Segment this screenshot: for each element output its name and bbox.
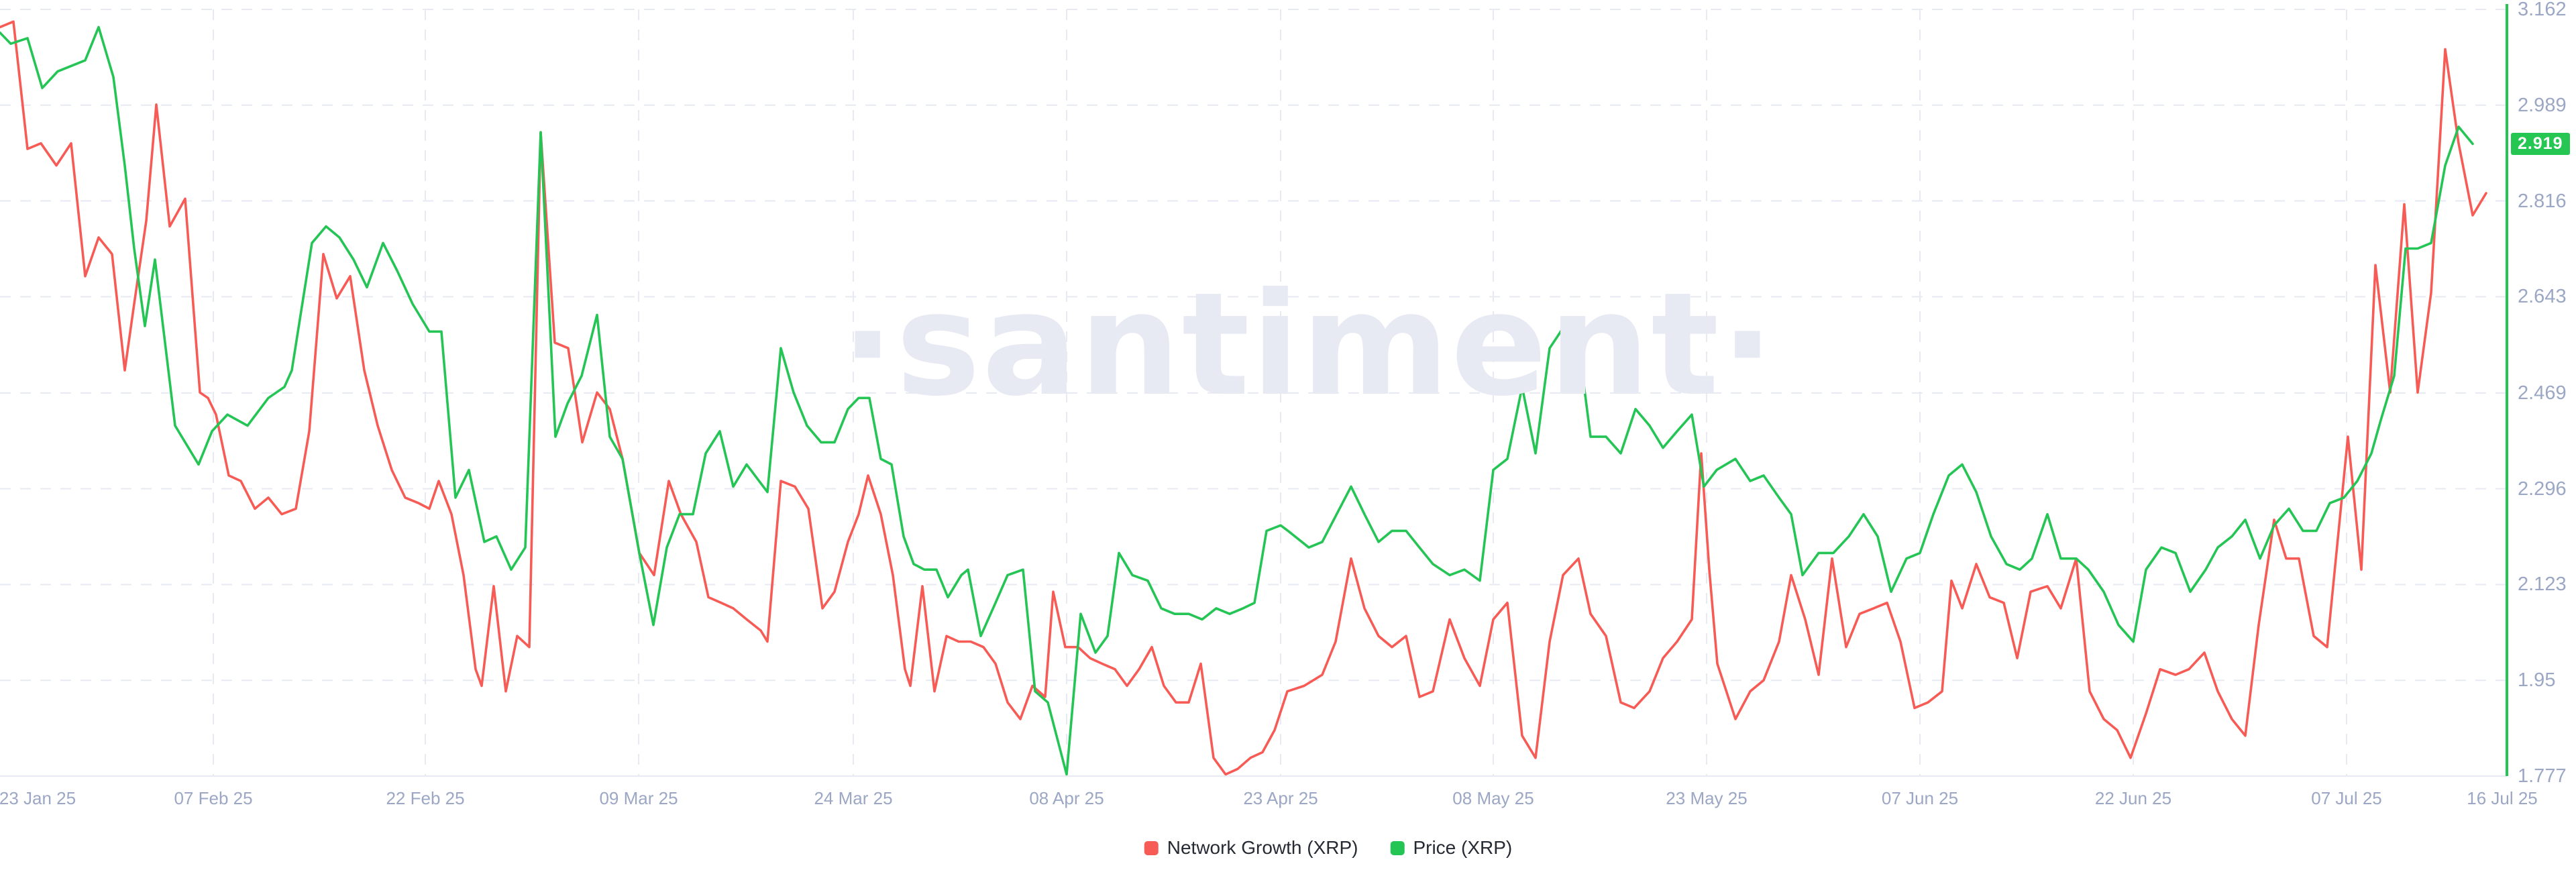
legend-item-price[interactable]: Price (XRP) <box>1390 837 1512 859</box>
y-axis-label: 2.469 <box>2518 382 2567 404</box>
x-axis-label: 24 Mar 25 <box>814 788 893 808</box>
x-axis-label: 07 Jul 25 <box>2311 788 2382 808</box>
price-swatch-icon <box>1390 840 1405 855</box>
y-axis-label: 2.989 <box>2518 94 2567 116</box>
legend-label-price: Price (XRP) <box>1413 837 1513 858</box>
x-axis-label: 08 Apr 25 <box>1029 788 1104 808</box>
legend-item-network-growth[interactable]: Network Growth (XRP) <box>1144 837 1358 859</box>
x-axis-label: 07 Feb 25 <box>174 788 253 808</box>
y-axis-label: 1.95 <box>2518 669 2556 692</box>
last-price-badge: 2.919 <box>2511 132 2570 155</box>
y-axis-label: 2.816 <box>2518 190 2567 212</box>
x-axis-label: 08 May 25 <box>1452 788 1534 808</box>
x-axis-label: 09 Mar 25 <box>599 788 678 808</box>
x-axis-label: 22 Jun 25 <box>2094 788 2172 808</box>
legend: Network Growth (XRP) Price (XRP) <box>1144 837 1512 859</box>
x-axis-label: 23 Apr 25 <box>1243 788 1318 808</box>
x-axis-label: 16 Jul 25 <box>2467 788 2538 808</box>
x-axis-label: 23 May 25 <box>1666 788 1748 808</box>
y-axis-label: 2.643 <box>2518 286 2567 308</box>
network-growth-line <box>0 20 2487 776</box>
x-axis-label: 23 Jan 25 <box>0 788 76 808</box>
network-growth-swatch-icon <box>1144 840 1159 855</box>
x-axis-label: 07 Jun 25 <box>1881 788 1959 808</box>
legend-label-network-growth: Network Growth (XRP) <box>1167 837 1358 858</box>
y-axis-label: 3.162 <box>2518 0 2567 20</box>
y-axis-label: 1.777 <box>2518 765 2567 787</box>
santiment-watermark: ·santiment· <box>840 262 1776 427</box>
x-axis-label: 22 Feb 25 <box>386 788 465 808</box>
y-axis-label: 2.123 <box>2518 574 2567 596</box>
y-axis-label: 2.296 <box>2518 478 2567 500</box>
price-line <box>0 25 2474 776</box>
